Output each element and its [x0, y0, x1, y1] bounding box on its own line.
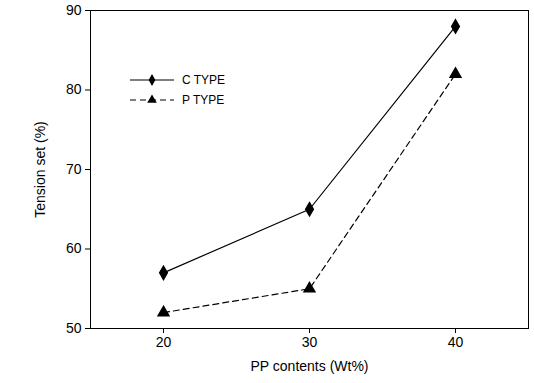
svg-text:60: 60	[66, 240, 82, 256]
html-text:C TYPE: C TYPE	[182, 73, 226, 87]
svg-text:40: 40	[448, 334, 464, 350]
svg-text:Tension set (%): Tension set (%)	[32, 121, 48, 217]
svg-text:50: 50	[66, 320, 82, 336]
svg-text:90: 90	[66, 2, 82, 18]
svg-text:20: 20	[156, 334, 172, 350]
svg-text:80: 80	[66, 81, 82, 97]
html-text:P TYPE: P TYPE	[182, 93, 225, 107]
svg-text:30: 30	[302, 334, 318, 350]
svg-text:PP contents (Wt%): PP contents (Wt%)	[250, 358, 368, 374]
svg-text:70: 70	[66, 161, 82, 177]
